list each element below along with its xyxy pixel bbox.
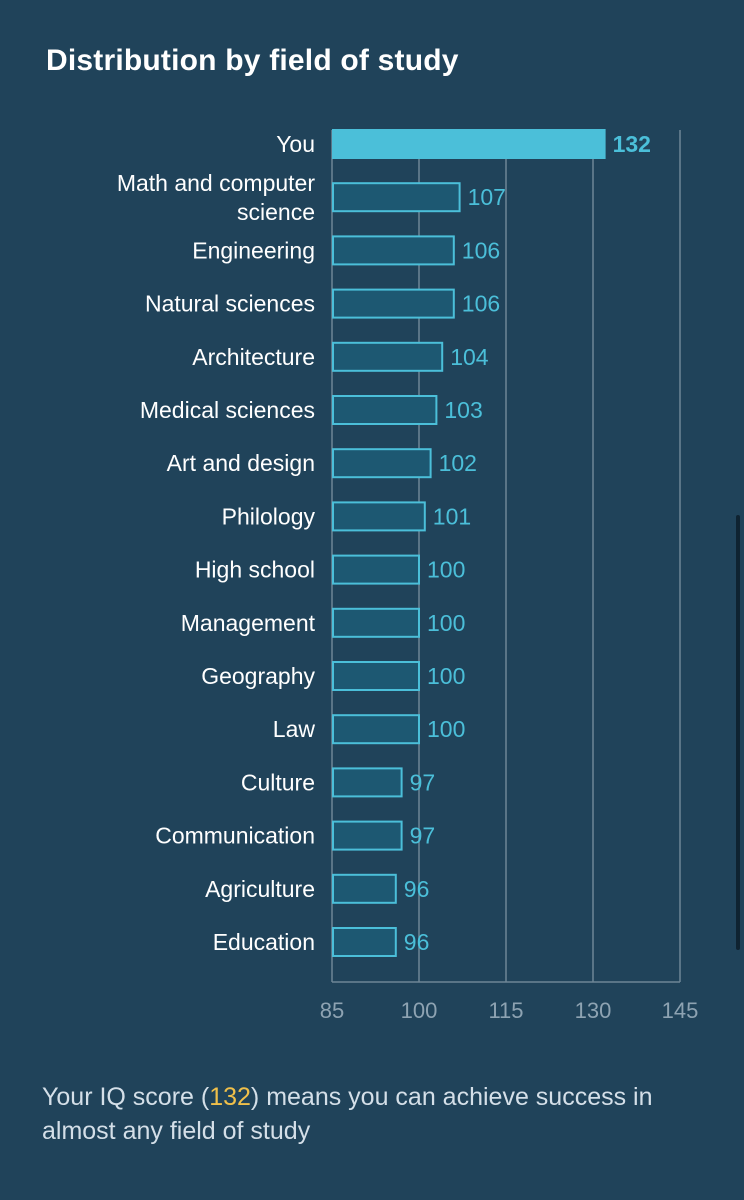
category-label-line: Medical sciences <box>140 397 315 423</box>
value-label-15: 96 <box>404 929 430 955</box>
category-label-3: Natural sciences <box>145 291 315 317</box>
x-tick-label-145: 145 <box>662 998 699 1023</box>
bar-8 <box>332 554 420 585</box>
category-label-line: Communication <box>155 823 315 849</box>
footer-text-before: Your IQ score ( <box>42 1083 210 1111</box>
category-label-12: Culture <box>241 769 315 795</box>
chart-title: Distribution by field of study <box>46 44 459 77</box>
value-label-1: 107 <box>468 184 506 210</box>
category-label-line: Philology <box>222 503 316 529</box>
category-label-10: Geography <box>201 663 315 689</box>
value-label-3: 106 <box>462 291 500 317</box>
category-label-11: Law <box>273 716 316 742</box>
category-label-line: Agriculture <box>205 876 315 902</box>
category-label-line: Engineering <box>192 237 315 263</box>
category-label-line: Culture <box>241 769 315 795</box>
x-tick-label-115: 115 <box>488 998 523 1023</box>
x-tick-label-130: 130 <box>575 998 612 1023</box>
scrollbar[interactable] <box>736 515 740 950</box>
category-label-line: Education <box>213 929 315 955</box>
value-label-6: 102 <box>439 450 477 476</box>
category-label-8: High school <box>195 557 315 583</box>
bar-12 <box>332 767 403 798</box>
value-label-11: 100 <box>427 716 465 742</box>
value-label-14: 96 <box>404 876 430 902</box>
bar-3 <box>332 288 455 319</box>
category-label-6: Art and design <box>167 450 315 476</box>
bar-15 <box>332 927 397 957</box>
bar-9 <box>332 607 420 638</box>
category-label-14: Agriculture <box>205 876 315 902</box>
value-label-5: 103 <box>444 397 482 423</box>
bar-1 <box>332 182 461 213</box>
bar-4 <box>332 341 444 372</box>
category-label-line: Math and computer <box>117 170 316 196</box>
value-label-9: 100 <box>427 610 465 636</box>
x-tick-label-100: 100 <box>401 998 438 1023</box>
bar-5 <box>332 395 438 425</box>
value-label-4: 104 <box>450 344 489 370</box>
x-tick-label-85: 85 <box>320 998 344 1023</box>
category-label-0: You <box>276 131 315 157</box>
category-label-line: Geography <box>201 663 315 689</box>
bar-10 <box>332 661 420 691</box>
category-label-line: Law <box>273 716 316 742</box>
bar-13 <box>332 820 403 851</box>
footer-score: 132 <box>209 1083 251 1111</box>
category-label-line: Management <box>181 610 316 636</box>
category-label-2: Engineering <box>192 237 315 263</box>
category-label-line: Natural sciences <box>145 291 315 317</box>
bar-14 <box>332 873 397 904</box>
bar-6 <box>332 448 432 479</box>
category-label-line: High school <box>195 557 315 583</box>
category-label-line: Art and design <box>167 450 315 476</box>
bar-7 <box>332 501 426 532</box>
bar-chart: 85 100 115 130 145 132 You 107 Math and computer… <box>117 129 699 1023</box>
result-description: Your IQ score (132) means you can achiev… <box>42 1080 682 1148</box>
category-label-15: Education <box>213 929 315 955</box>
bar-2 <box>332 235 455 266</box>
category-label-1: Math and computer science <box>117 170 316 225</box>
category-label-9: Management <box>181 610 316 636</box>
value-label-13: 97 <box>410 823 436 849</box>
category-label-line: science <box>237 199 315 225</box>
value-label-12: 97 <box>410 769 436 795</box>
bar-11 <box>332 714 420 745</box>
value-label-8: 100 <box>427 557 465 583</box>
category-label-5: Medical sciences <box>140 397 315 423</box>
value-label-0: 132 <box>613 131 651 157</box>
category-label-7: Philology <box>222 503 316 529</box>
category-label-line: Architecture <box>192 344 315 370</box>
value-label-2: 106 <box>462 237 500 263</box>
value-label-10: 100 <box>427 663 465 689</box>
value-label-7: 101 <box>433 503 471 529</box>
category-label-13: Communication <box>155 823 315 849</box>
bar-0 <box>332 129 606 159</box>
category-label-line: You <box>276 131 315 157</box>
footer-text-after: ) means you can achieve success in almos… <box>42 1083 653 1145</box>
category-label-4: Architecture <box>192 344 315 370</box>
